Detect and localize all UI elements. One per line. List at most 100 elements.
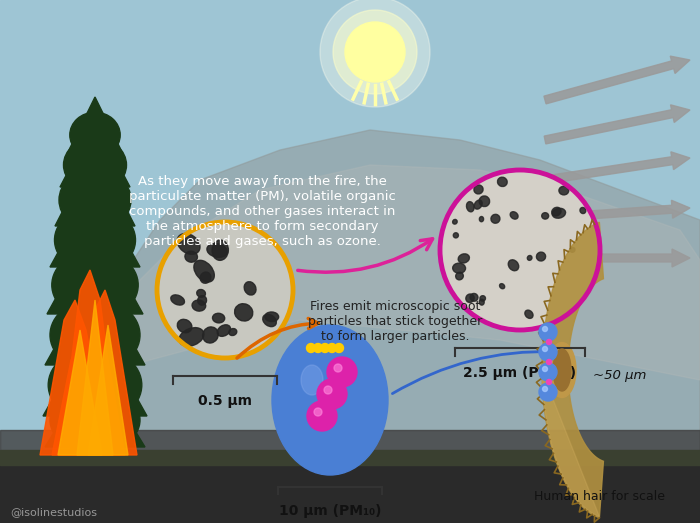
Circle shape [542, 326, 547, 332]
Ellipse shape [192, 300, 206, 311]
Ellipse shape [185, 251, 197, 262]
Ellipse shape [480, 295, 486, 301]
Ellipse shape [508, 260, 519, 271]
Circle shape [314, 344, 323, 353]
Polygon shape [75, 330, 125, 455]
Ellipse shape [466, 202, 474, 212]
Ellipse shape [491, 214, 500, 223]
Bar [0, 455, 700, 523]
Circle shape [547, 380, 552, 384]
Polygon shape [50, 185, 140, 267]
Circle shape [539, 343, 557, 361]
Ellipse shape [70, 112, 120, 158]
FancyArrow shape [544, 56, 690, 104]
Ellipse shape [570, 247, 575, 252]
Ellipse shape [456, 272, 463, 280]
Ellipse shape [552, 208, 566, 218]
Ellipse shape [536, 252, 545, 261]
Ellipse shape [48, 348, 142, 422]
Ellipse shape [454, 233, 458, 238]
Ellipse shape [453, 263, 466, 273]
Ellipse shape [510, 212, 518, 219]
Circle shape [539, 323, 557, 341]
Ellipse shape [207, 244, 227, 257]
Ellipse shape [453, 220, 457, 224]
Circle shape [542, 386, 547, 392]
Ellipse shape [559, 186, 568, 195]
Ellipse shape [262, 314, 276, 327]
Circle shape [542, 347, 547, 351]
Ellipse shape [475, 200, 482, 209]
Ellipse shape [265, 312, 279, 322]
Ellipse shape [234, 304, 253, 321]
Polygon shape [73, 290, 137, 455]
Ellipse shape [474, 185, 483, 194]
Ellipse shape [212, 240, 228, 260]
Polygon shape [58, 330, 102, 455]
Text: ~50 μm: ~50 μm [594, 369, 647, 381]
Polygon shape [55, 148, 135, 226]
Circle shape [334, 364, 342, 372]
Ellipse shape [500, 283, 505, 289]
Polygon shape [52, 340, 108, 455]
Polygon shape [45, 365, 145, 447]
Text: 0.5 μm: 0.5 μm [198, 394, 252, 408]
Text: Fires emit microscopic soot
particles that stick together
to form larger particl: Fires emit microscopic soot particles th… [308, 300, 482, 343]
Ellipse shape [552, 207, 561, 216]
FancyArrow shape [545, 200, 690, 222]
Circle shape [307, 344, 316, 353]
Circle shape [335, 344, 344, 353]
Text: Human hair for scale: Human hair for scale [535, 490, 666, 503]
Ellipse shape [213, 313, 225, 323]
Ellipse shape [194, 260, 214, 282]
Polygon shape [40, 300, 110, 455]
Polygon shape [60, 120, 130, 187]
Text: As they move away from the fire, the
particulate matter (PM), volatile organic
c: As they move away from the fire, the par… [129, 175, 396, 248]
Ellipse shape [466, 294, 474, 302]
Circle shape [324, 386, 332, 394]
Ellipse shape [498, 177, 508, 187]
FancyArrow shape [544, 105, 690, 144]
Circle shape [542, 367, 547, 371]
Ellipse shape [177, 233, 200, 254]
Circle shape [317, 379, 347, 409]
Circle shape [328, 344, 337, 353]
Text: 10 μm (PM₁₀): 10 μm (PM₁₀) [279, 504, 382, 518]
Circle shape [539, 363, 557, 381]
Bar [0, 450, 700, 465]
Ellipse shape [244, 282, 256, 295]
Polygon shape [80, 165, 700, 380]
Ellipse shape [50, 387, 140, 453]
Polygon shape [80, 130, 700, 523]
Circle shape [307, 401, 337, 431]
Ellipse shape [171, 295, 185, 305]
Polygon shape [542, 222, 603, 518]
Circle shape [327, 357, 357, 387]
FancyArrow shape [545, 152, 690, 184]
Circle shape [547, 339, 552, 345]
Ellipse shape [202, 327, 218, 343]
Polygon shape [43, 323, 147, 416]
Circle shape [539, 383, 557, 401]
FancyArrow shape [545, 249, 690, 267]
Circle shape [314, 408, 322, 416]
Text: 2.5 μm (PM₂.₅): 2.5 μm (PM₂.₅) [463, 366, 577, 380]
Ellipse shape [217, 325, 230, 336]
Polygon shape [60, 270, 120, 455]
Circle shape [320, 0, 430, 107]
Ellipse shape [470, 293, 478, 301]
Ellipse shape [52, 250, 138, 320]
Bar [0, 430, 700, 460]
Ellipse shape [553, 349, 571, 391]
Ellipse shape [200, 272, 211, 283]
Polygon shape [77, 300, 113, 455]
Ellipse shape [458, 254, 470, 263]
Circle shape [321, 344, 330, 353]
Ellipse shape [548, 343, 576, 397]
Circle shape [157, 222, 293, 358]
Ellipse shape [55, 207, 136, 273]
Ellipse shape [272, 325, 388, 475]
Ellipse shape [542, 213, 549, 219]
Ellipse shape [59, 169, 131, 231]
Circle shape [345, 22, 405, 82]
